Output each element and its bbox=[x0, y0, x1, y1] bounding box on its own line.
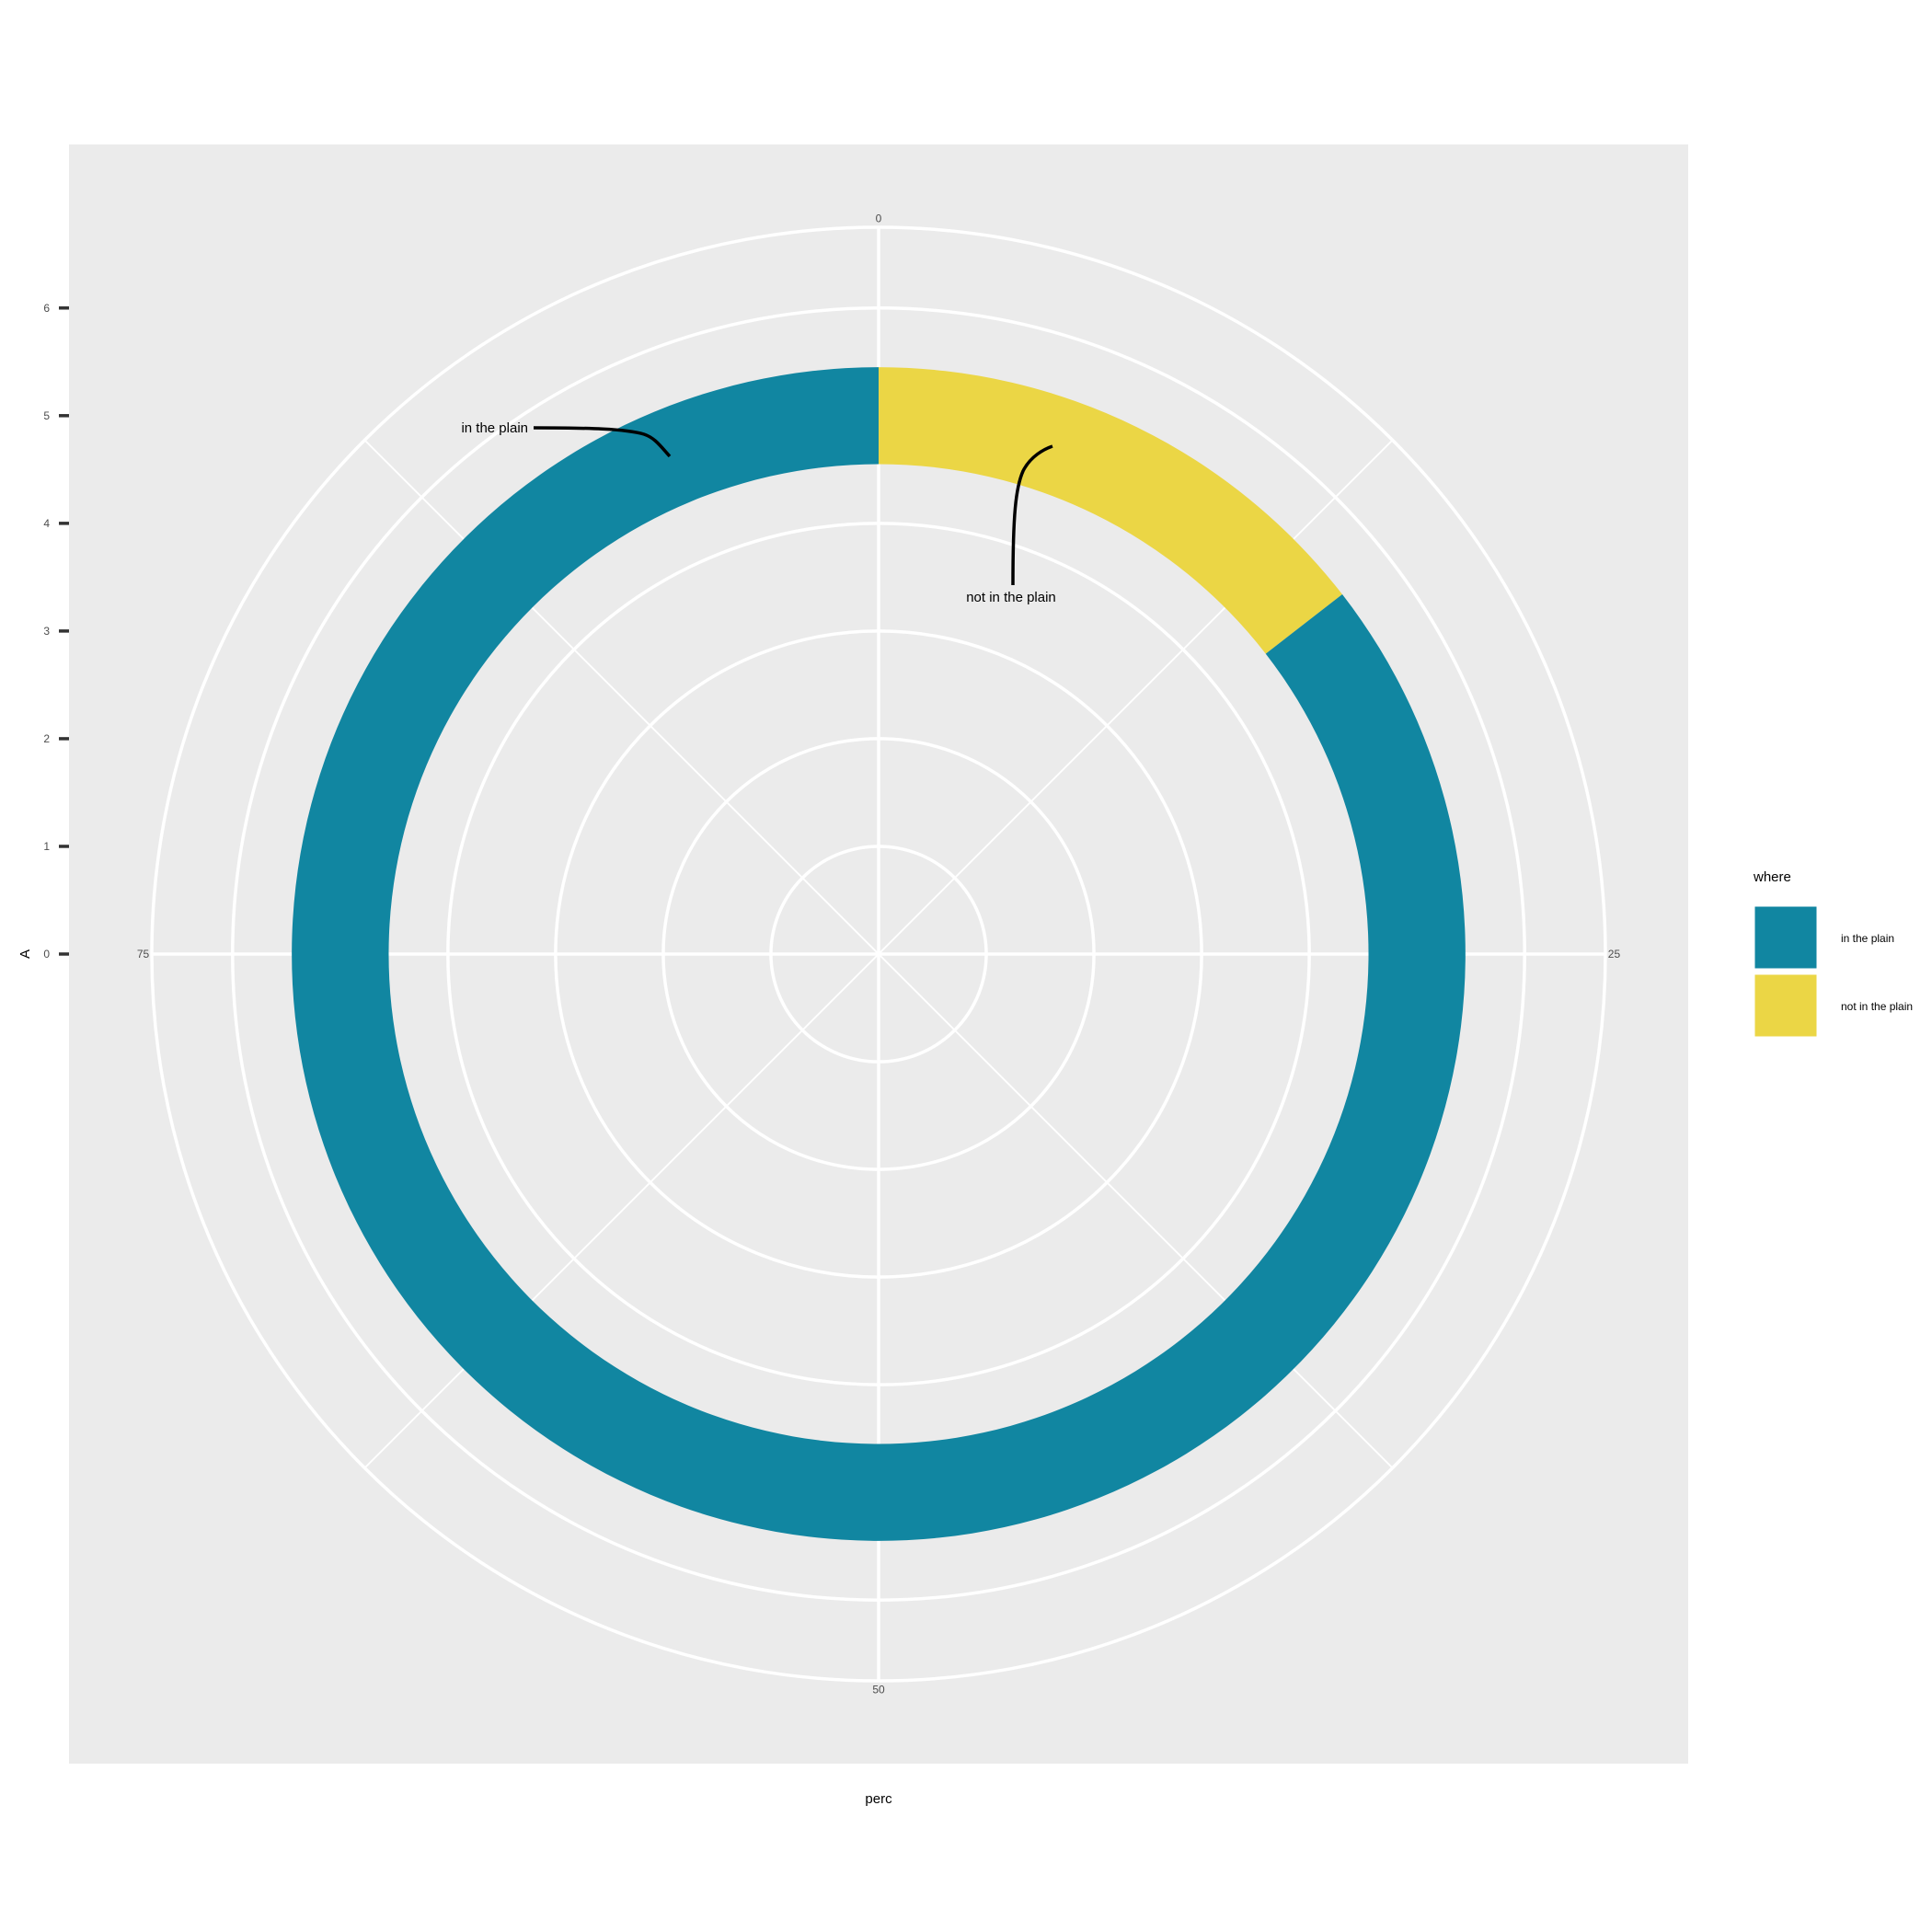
annotation-in-the-plain: in the plain bbox=[461, 420, 528, 436]
theta-tick-label: 75 bbox=[137, 948, 150, 960]
annotation-leader-in-the-plain bbox=[533, 426, 672, 458]
legend-title: where bbox=[1753, 869, 1791, 885]
r-tick-label: 2 bbox=[43, 732, 50, 745]
legend-label: not in the plain bbox=[1841, 1000, 1913, 1013]
x-axis-title: perc bbox=[865, 1791, 892, 1807]
slices bbox=[292, 367, 1466, 1541]
grid-spoke-minor bbox=[878, 439, 1394, 955]
theta-tick-label: 50 bbox=[872, 1683, 885, 1696]
r-tick-label: 0 bbox=[43, 948, 50, 960]
r-tick-label: 1 bbox=[43, 840, 50, 853]
theta-tick-label: 0 bbox=[876, 213, 882, 225]
grid-spoke-minor bbox=[363, 953, 880, 1469]
slice-not-in-the-plain bbox=[879, 367, 1343, 654]
r-tick-label: 6 bbox=[43, 302, 50, 315]
grid-spoke-minor bbox=[878, 953, 1394, 1469]
legend-key-not-in-the-plain bbox=[1752, 972, 1820, 1040]
r-tick-label: 5 bbox=[43, 409, 50, 422]
annotations: in the plain not in the plain bbox=[461, 420, 1055, 605]
annotation-leader-not-in-the-plain bbox=[1011, 444, 1053, 586]
theta-tick-label: 25 bbox=[1608, 948, 1621, 960]
y-axis-title: A bbox=[17, 949, 33, 959]
r-tick-label: 4 bbox=[43, 517, 50, 530]
r-tick-label: 3 bbox=[43, 625, 50, 638]
grid-spoke-minor bbox=[363, 439, 880, 955]
legend: where in the plain not in the plain bbox=[1752, 869, 1913, 1040]
r-axis: 0 1 2 3 4 5 6 bbox=[43, 302, 69, 960]
legend-label: in the plain bbox=[1841, 932, 1894, 945]
theta-ticks: 0 25 50 75 bbox=[137, 213, 1621, 1696]
annotation-not-in-the-plain: not in the plain bbox=[966, 590, 1056, 605]
legend-key-in-the-plain bbox=[1752, 903, 1820, 972]
